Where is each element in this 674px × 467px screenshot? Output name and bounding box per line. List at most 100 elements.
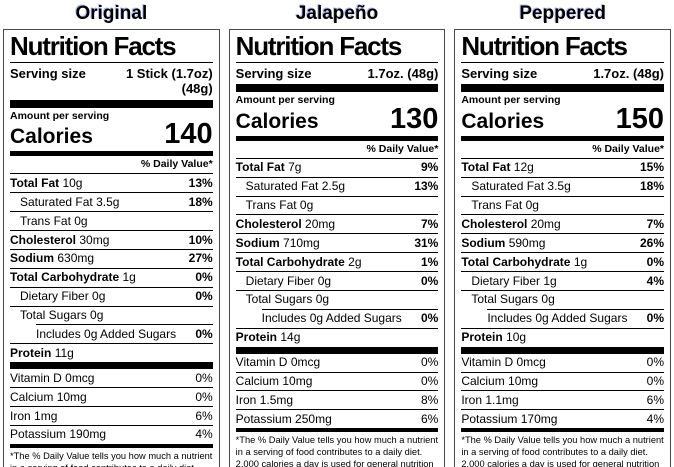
nutrient-name: Dietary Fiber <box>245 273 315 288</box>
nutrient-name-amount: Saturated Fat 2.5g <box>246 179 345 193</box>
nutrient-amount: 1.1mg <box>485 392 519 407</box>
thick-divider-bar <box>235 84 439 93</box>
thick-divider-bar <box>10 362 213 370</box>
footnote-divider-bar <box>461 428 665 433</box>
variant-title: Original <box>75 3 148 24</box>
nutrient-row: Dietary Fiber 0g 0% <box>10 286 213 306</box>
nutrition-label-column: Jalapeño Nutrition Facts Serving size 1.… <box>228 0 446 467</box>
daily-value-footnote: *The % Daily Value tells you how much a … <box>235 435 439 467</box>
daily-value-percent: 0% <box>195 270 213 285</box>
nutrient-name-amount: Total Fat 12g <box>461 160 533 174</box>
footnote-divider-bar <box>10 443 213 448</box>
nutrient-row: Includes 0g Added Sugars 0% <box>487 308 665 328</box>
daily-value-footnote: *The % Daily Value tells you how much a … <box>10 450 213 467</box>
daily-value-percent: 0% <box>195 370 213 385</box>
nutrient-name-amount: Total Sugars 0g <box>471 292 554 306</box>
nutrient-name-amount: Vitamin D 0mcg <box>461 355 545 369</box>
nutrient-name: Dietary Fiber <box>20 289 89 304</box>
daily-value-percent: 6% <box>421 411 439 426</box>
daily-value-percent: 0% <box>195 289 213 304</box>
nutrient-name-amount: Calcium 10mg <box>461 374 538 388</box>
nutrient-name: Total Carbohydrate <box>10 270 120 285</box>
daily-value-percent: 31% <box>414 235 439 250</box>
nutrient-amount: 590mg <box>508 235 546 250</box>
nutrition-facts-title: Nutrition Facts <box>10 32 213 63</box>
thick-divider-bar <box>461 84 665 93</box>
nutrient-amount: 10g <box>62 175 83 190</box>
daily-value-percent: 0% <box>646 355 665 370</box>
daily-value-percent: 0% <box>195 389 213 404</box>
nutrient-name-amount: Total Sugars 0g <box>20 308 103 322</box>
nutrient-name: Cholesterol <box>461 216 528 231</box>
nutrient-name: Vitamin D <box>10 370 62 385</box>
nutrient-amount: 0g <box>315 292 330 307</box>
nutrient-name-amount: Cholesterol 30mg <box>10 233 109 247</box>
nutrient-amount: 10mg <box>508 374 539 389</box>
variant-title: Peppered <box>519 3 606 24</box>
nutrient-name: Includes 0g Added Sugars <box>36 326 177 341</box>
nutrient-amount: 0g <box>74 213 88 228</box>
nutrient-name: Cholesterol <box>10 232 77 247</box>
nutrient-row: Protein 14g <box>235 327 439 347</box>
daily-value-percent: 26% <box>639 235 665 250</box>
nutrient-row: Total Sugars 0g <box>235 289 439 309</box>
nutrient-amount: 0g <box>541 292 555 307</box>
nutrient-row: Total Carbohydrate 1g 0% <box>461 252 665 271</box>
nutrient-amount: 20mg <box>530 216 561 231</box>
nutrient-row: Trans Fat 0g <box>461 195 665 215</box>
nutrient-name-amount: Saturated Fat 3.5g <box>471 179 570 193</box>
nutrient-name-amount: Dietary Fiber 1g <box>471 274 556 288</box>
nutrient-row: Saturated Fat 3.5g 18% <box>461 176 665 196</box>
calories-value: 130 <box>389 102 439 135</box>
medium-divider-bar <box>461 135 665 141</box>
daily-value-header: % Daily Value* <box>366 142 439 155</box>
nutrient-row: Total Sugars 0g <box>461 289 665 309</box>
nutrient-row: Cholesterol 20mg 7% <box>235 214 439 233</box>
nutrient-amount: 190mg <box>69 427 107 442</box>
nutrient-row: Saturated Fat 3.5g 18% <box>10 192 213 211</box>
daily-value-percent: 0% <box>421 311 439 326</box>
nutrient-row: Dietary Fiber 1g 4% <box>461 271 665 290</box>
serving-size-row: Serving size 1 Stick (1.7oz) (48g) <box>10 63 213 100</box>
nutrition-label: Nutrition Facts Serving size 1.7oz. (48g… <box>454 29 672 467</box>
nutrient-amount: 7g <box>288 160 302 175</box>
nutrient-amount: 0g <box>299 198 314 213</box>
nutrient-name-amount: Trans Fat 0g <box>471 198 539 212</box>
nutrient-amount: 1g <box>573 254 588 269</box>
daily-value-percent: 8% <box>421 392 439 407</box>
serving-size-label: Serving size <box>10 65 86 81</box>
micronutrient-rows: Vitamin D 0mcg 0% Calcium 10mg 0% Iron 1mg 6%… <box>10 369 213 444</box>
medium-divider-bar <box>10 151 213 157</box>
nutrient-amount: 0g <box>90 308 104 323</box>
calories-row: Calories 140 <box>10 120 213 151</box>
nutrient-name: Sodium <box>10 251 54 266</box>
nutrition-facts-title: Nutrition Facts <box>461 32 665 63</box>
nutrient-name-amount: Calcium 10mg <box>236 374 313 388</box>
nutrient-name: Iron <box>235 392 257 407</box>
nutrient-amount: 10mg <box>56 389 87 404</box>
nutrient-name: Includes 0g Added Sugars <box>487 311 628 326</box>
nutrient-name: Potassium <box>461 411 518 426</box>
nutrient-amount: 0mcg <box>290 355 321 370</box>
calories-label: Calories <box>235 109 319 133</box>
nutrient-amount: 3.5g <box>547 179 571 194</box>
nutrient-amount: 12g <box>513 160 534 175</box>
nutrient-row: Includes 0g Added Sugars 0% <box>36 324 213 343</box>
nutrient-row: Total Fat 12g 15% <box>461 157 665 177</box>
nutrient-amount: 20mg <box>305 216 336 231</box>
nutrient-row: Total Sugars 0g <box>10 305 213 325</box>
nutrient-name-amount: Vitamin D 0mcg <box>10 371 94 385</box>
nutrient-row: Saturated Fat 2.5g 13% <box>235 176 439 196</box>
nutrient-name: Saturated Fat <box>20 194 93 209</box>
calories-row: Calories 130 <box>235 102 439 136</box>
nutrient-rows: Total Fat 7g 9% Saturated Fat 2.5g 13% Trans… <box>235 157 439 347</box>
nutrient-amount: 0mcg <box>516 355 546 370</box>
calories-row: Calories 150 <box>461 102 665 136</box>
thick-divider-bar <box>10 99 213 108</box>
micronutrient-row: Vitamin D 0mcg 0% <box>461 354 664 372</box>
nutrient-name-amount: Total Carbohydrate 2g <box>236 255 362 269</box>
daily-value-header: % Daily Value* <box>140 158 213 171</box>
nutrient-name: Potassium <box>235 411 292 426</box>
calories-value: 150 <box>615 102 665 135</box>
nutrient-name: Calcium <box>461 374 505 389</box>
